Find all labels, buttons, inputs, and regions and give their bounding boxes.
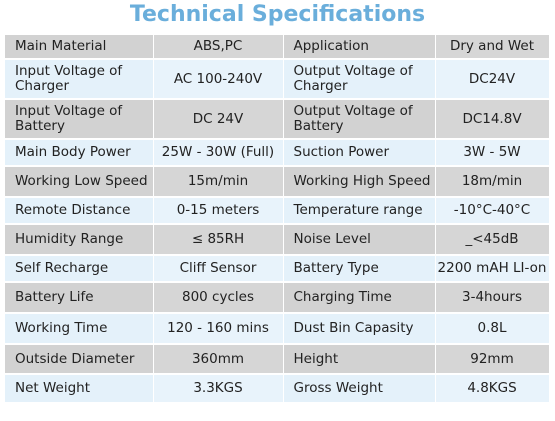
spec-row: Working Low Speed 15m/min Working High Spe…: [5, 166, 550, 197]
spec-label: Temperature range: [283, 197, 436, 224]
spec-value: 4.8KGS: [435, 374, 550, 403]
spec-label: Output Voltage of Battery: [283, 99, 436, 139]
spec-row: Battery Life 800 cycles Charging Time 3-4ho…: [5, 282, 550, 313]
spec-value: DC24V: [435, 59, 550, 99]
spec-label: Input Voltage of Battery: [5, 99, 154, 139]
spec-value: 3.3KGS: [153, 374, 284, 403]
spec-label: Main Material: [5, 35, 154, 59]
spec-label: Battery Type: [283, 255, 436, 282]
spec-label: Noise Level: [283, 224, 436, 255]
spec-value: 25W - 30W (Full): [153, 139, 284, 166]
spec-label: Humidity Range: [5, 224, 154, 255]
spec-row: Outside Diameter 360mm Height 92mm: [5, 344, 550, 374]
spec-value: Dry and Wet: [435, 35, 550, 59]
spec-value: 2200 mAH LI-on: [435, 255, 550, 282]
spec-value: 3-4hours: [435, 282, 550, 313]
spec-label: Input Voltage of Charger: [5, 59, 154, 99]
spec-label: Main Body Power: [5, 139, 154, 166]
spec-label: Charging Time: [283, 282, 436, 313]
spec-label: Net Weight: [5, 374, 154, 403]
spec-value: 3W - 5W: [435, 139, 550, 166]
spec-row: Self Recharge Cliff Sensor Battery Type 220…: [5, 255, 550, 282]
spec-value: 18m/min: [435, 166, 550, 197]
spec-label: Working Low Speed: [5, 166, 154, 197]
spec-value: ABS,PC: [153, 35, 284, 59]
spec-row: Humidity Range ≤ 85RH Noise Level _<45dB: [5, 224, 550, 255]
spec-value: DC14.8V: [435, 99, 550, 139]
spec-value: 0-15 meters: [153, 197, 284, 224]
spec-value: 800 cycles: [153, 282, 284, 313]
spec-row: Net Weight 3.3KGS Gross Weight 4.8KGS: [5, 374, 550, 403]
spec-value: ≤ 85RH: [153, 224, 284, 255]
spec-label: Battery Life: [5, 282, 154, 313]
spec-label: Gross Weight: [283, 374, 436, 403]
spec-label: Outside Diameter: [5, 344, 154, 374]
spec-label: Self Recharge: [5, 255, 154, 282]
spec-label: Dust Bin Capasity: [283, 313, 436, 344]
spec-label: Application: [283, 35, 436, 59]
spec-label: Suction Power: [283, 139, 436, 166]
spec-row: Input Voltage of Battery DC 24V Output Vol…: [5, 99, 550, 139]
spec-value: 360mm: [153, 344, 284, 374]
spec-row: Input Voltage of Charger AC 100-240V Outpu…: [5, 59, 550, 99]
spec-row: Main Body Power 25W - 30W (Full) Suction P…: [5, 139, 550, 166]
spec-value: _<45dB: [435, 224, 550, 255]
spec-value: 92mm: [435, 344, 550, 374]
spec-value: AC 100-240V: [153, 59, 284, 99]
spec-value: -10°C-40°C: [435, 197, 550, 224]
spec-label: Output Voltage of Charger: [283, 59, 436, 99]
spec-label: Height: [283, 344, 436, 374]
spec-row: Main Material ABS,PC Application Dry and We…: [5, 35, 550, 59]
specs-table-body: Main Material ABS,PC Application Dry and We…: [5, 35, 550, 403]
spec-value: DC 24V: [153, 99, 284, 139]
spec-value: 120 - 160 mins: [153, 313, 284, 344]
spec-label: Remote Distance: [5, 197, 154, 224]
spec-label: Working Time: [5, 313, 154, 344]
specs-table: Main Material ABS,PC Application Dry and We…: [5, 35, 550, 404]
spec-value: 15m/min: [153, 166, 284, 197]
spec-value: Cliff Sensor: [153, 255, 284, 282]
spec-value: 0.8L: [435, 313, 550, 344]
page-title: Technical Specifications: [129, 2, 426, 27]
spec-label: Working High Speed: [283, 166, 436, 197]
spec-row: Working Time 120 - 160 mins Dust Bin Capas…: [5, 313, 550, 344]
spec-row: Remote Distance 0-15 meters Temperature ra…: [5, 197, 550, 224]
